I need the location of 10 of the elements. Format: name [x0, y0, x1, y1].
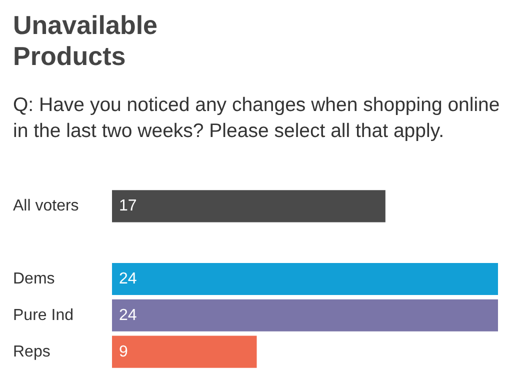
- y-tick-label: All voters: [13, 198, 79, 215]
- y-tick-label: Reps: [13, 343, 50, 360]
- chart-subtitle: Q: Have you noticed any changes when shopping online in the last two weeks? Please select all that apply.: [13, 93, 501, 144]
- chart-title: Unavailable Products: [13, 10, 159, 72]
- y-tick-label: Pure Ind: [13, 306, 74, 324]
- data-label: 17: [119, 198, 137, 215]
- data-label: 24: [119, 270, 137, 288]
- y-tick-label: Dems: [13, 270, 55, 288]
- data-label: 9: [119, 343, 128, 360]
- data-label: 24: [119, 306, 137, 324]
